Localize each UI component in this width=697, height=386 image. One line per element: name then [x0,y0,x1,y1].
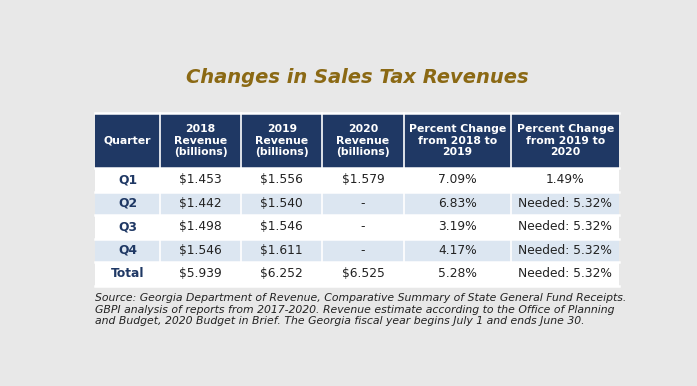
Bar [241,168,323,192]
Text: Needed: 5.32%: Needed: 5.32% [519,197,612,210]
Text: Needed: 5.32%: Needed: 5.32% [519,220,612,234]
Text: $1.556: $1.556 [261,173,303,186]
Bar [160,239,241,262]
Bar [95,113,160,168]
Text: Total: Total [111,267,144,280]
Text: Q3: Q3 [118,220,137,234]
Bar [512,168,619,192]
Text: 3.19%: 3.19% [438,220,477,234]
Bar [404,262,512,286]
Text: Q1: Q1 [118,173,137,186]
Text: Quarter: Quarter [104,136,151,146]
Bar [95,168,160,192]
Bar [241,262,323,286]
Text: 4.17%: 4.17% [438,244,477,257]
Bar [95,262,160,286]
Bar [512,239,619,262]
Bar [404,192,512,215]
Text: -: - [361,220,365,234]
Bar [160,262,241,286]
Text: -: - [361,197,365,210]
Text: 7.09%: 7.09% [438,173,477,186]
Text: Needed: 5.32%: Needed: 5.32% [519,244,612,257]
Text: Changes in Sales Tax Revenues: Changes in Sales Tax Revenues [186,68,528,87]
Text: Q4: Q4 [118,244,137,257]
Bar [404,239,512,262]
Text: Percent Change
from 2018 to
2019: Percent Change from 2018 to 2019 [409,124,506,157]
Bar [160,168,241,192]
Text: 6.83%: 6.83% [438,197,477,210]
Bar [95,192,160,215]
Bar [404,215,512,239]
Bar [160,215,241,239]
Bar [323,113,404,168]
Text: Source: Georgia Department of Revenue, Comparative Summary of State General Fund: Source: Georgia Department of Revenue, C… [95,293,627,326]
Bar [323,239,404,262]
Bar [323,262,404,286]
Bar [512,113,619,168]
Text: $1.579: $1.579 [342,173,385,186]
Bar [512,192,619,215]
Text: $5.939: $5.939 [179,267,222,280]
Text: Q2: Q2 [118,197,137,210]
Bar [323,168,404,192]
Bar [512,215,619,239]
Text: Percent Change
from 2019 to
2020: Percent Change from 2019 to 2020 [516,124,614,157]
Text: $6.252: $6.252 [261,267,303,280]
Bar [241,239,323,262]
Text: -: - [361,244,365,257]
Bar [160,192,241,215]
Text: 2020
Revenue
(billions): 2020 Revenue (billions) [336,124,390,157]
Text: $1.540: $1.540 [261,197,303,210]
Bar [241,192,323,215]
Text: $6.525: $6.525 [342,267,385,280]
Bar [241,215,323,239]
Text: 2018
Revenue
(billions): 2018 Revenue (billions) [174,124,227,157]
Bar [404,113,512,168]
Bar [404,168,512,192]
Text: $1.442: $1.442 [179,197,222,210]
Text: $1.546: $1.546 [179,244,222,257]
Bar [95,215,160,239]
Bar [241,113,323,168]
Text: $1.611: $1.611 [261,244,303,257]
Bar [512,262,619,286]
Bar [160,113,241,168]
Bar [323,192,404,215]
Text: Needed: 5.32%: Needed: 5.32% [519,267,612,280]
Text: $1.546: $1.546 [261,220,303,234]
Text: $1.498: $1.498 [179,220,222,234]
Text: 2019
Revenue
(billions): 2019 Revenue (billions) [255,124,309,157]
Text: 1.49%: 1.49% [546,173,585,186]
Bar [95,239,160,262]
Text: $1.453: $1.453 [179,173,222,186]
Text: 5.28%: 5.28% [438,267,477,280]
Bar [323,215,404,239]
